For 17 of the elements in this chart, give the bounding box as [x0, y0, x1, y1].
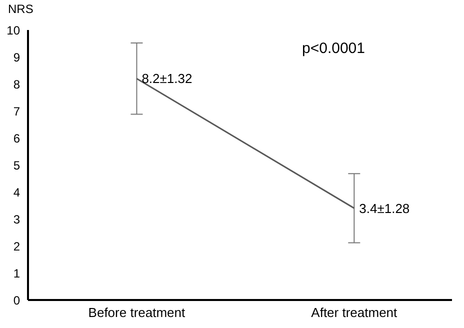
- annotation: p<0.0001: [302, 40, 365, 57]
- y-tick-label: 6: [13, 131, 20, 146]
- y-tick-label: 4: [13, 185, 20, 200]
- y-tick-label: 3: [13, 212, 20, 226]
- y-tick-label: 0: [13, 293, 20, 308]
- y-tick-label: 2: [13, 239, 20, 254]
- y-tick-label: 5: [13, 158, 20, 172]
- y-axis-title: NRS: [8, 2, 34, 16]
- x-tick-label: After treatment: [311, 305, 398, 320]
- data-label: 3.4±1.28: [359, 200, 410, 216]
- y-tick-label: 1: [13, 266, 20, 280]
- y-tick-label: 7: [13, 104, 20, 118]
- x-tick-label: Before treatment: [88, 305, 186, 320]
- y-tick-label: 10: [6, 23, 20, 38]
- y-tick-label: 8: [13, 77, 20, 92]
- data-label: 8.2±1.32: [142, 71, 192, 86]
- y-tick-label: 9: [13, 50, 20, 64]
